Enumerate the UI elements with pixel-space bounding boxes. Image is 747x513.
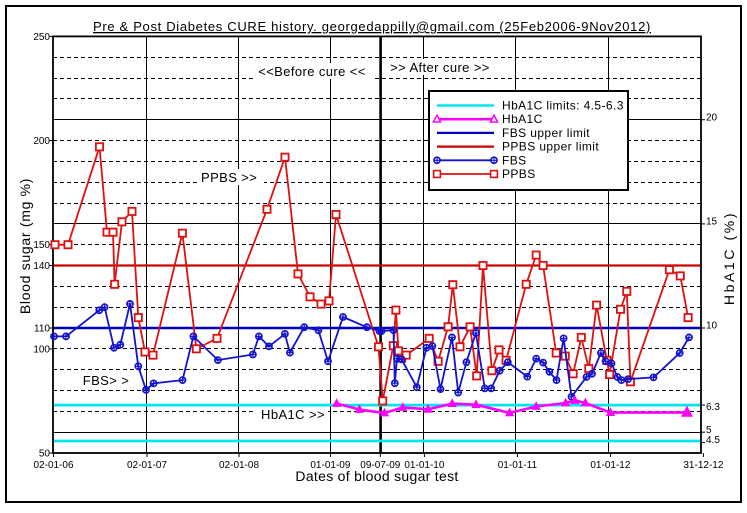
svg-text:01-01-12: 01-01-12: [590, 460, 630, 471]
svg-text:110: 110: [34, 324, 50, 335]
svg-text:Blood sugar (mg %): Blood sugar (mg %): [17, 178, 33, 314]
svg-text:01-01-09: 01-01-09: [310, 460, 350, 471]
svg-text:02-01-06: 02-01-06: [33, 460, 73, 471]
svg-text:50: 50: [39, 449, 51, 460]
svg-text:PPBS >>: PPBS >>: [201, 170, 257, 185]
svg-text:HbA1C: HbA1C: [502, 112, 543, 126]
svg-text:HbA1C limits: 4.5-6.3: HbA1C limits: 4.5-6.3: [502, 99, 624, 113]
svg-text:Dates of blood sugar test: Dates of blood sugar test: [295, 468, 458, 484]
svg-text:FBS: FBS: [502, 153, 527, 167]
svg-text:02-01-07: 02-01-07: [127, 460, 167, 471]
svg-text:6.3: 6.3: [706, 402, 720, 413]
svg-text:PPBS upper limit: PPBS upper limit: [502, 140, 599, 154]
svg-text:PPBS: PPBS: [502, 167, 536, 181]
svg-text:>> After cure >>: >> After cure >>: [390, 60, 490, 75]
svg-text:250: 250: [33, 32, 50, 43]
svg-text:09-07-09: 09-07-09: [360, 460, 400, 471]
svg-text:FBS upper limit: FBS upper limit: [502, 126, 590, 140]
svg-text:10: 10: [706, 321, 718, 332]
svg-text:100: 100: [33, 344, 50, 355]
svg-text:<<Before cure <<: <<Before cure <<: [258, 64, 366, 79]
svg-text:5: 5: [706, 425, 712, 436]
svg-text:31-12-12: 31-12-12: [683, 460, 723, 471]
svg-text:HbA1C (%): HbA1C (%): [721, 211, 737, 305]
svg-text:140: 140: [33, 261, 50, 272]
svg-text:150: 150: [33, 240, 50, 251]
svg-text:01-01-11: 01-01-11: [498, 460, 538, 471]
svg-text:02-01-08: 02-01-08: [219, 460, 259, 471]
svg-text:01-01-10: 01-01-10: [404, 460, 444, 471]
svg-text:FBS> >: FBS> >: [83, 373, 129, 388]
svg-text:15: 15: [706, 216, 718, 227]
svg-text:200: 200: [33, 136, 50, 147]
svg-text:HbA1C >>: HbA1C >>: [261, 407, 325, 422]
svg-text:Pre & Post Diabetes CURE histo: Pre & Post Diabetes CURE history. george…: [93, 19, 651, 34]
svg-text:4.5: 4.5: [706, 435, 720, 446]
svg-text:20: 20: [706, 113, 718, 124]
